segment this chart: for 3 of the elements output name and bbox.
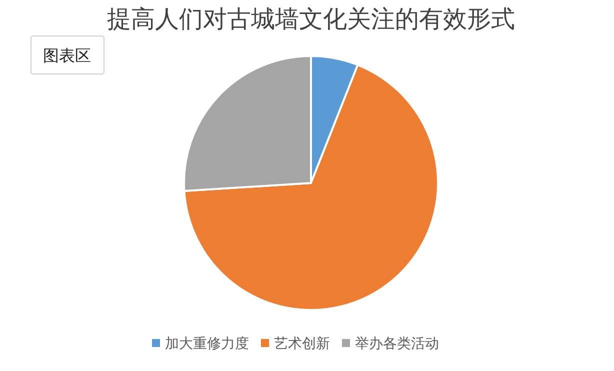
legend-label: 艺术创新 [274,336,330,352]
annotation: 图表区 [30,36,104,74]
title: 提高人们对古城墙文化关注的有效形式 [107,5,515,33]
